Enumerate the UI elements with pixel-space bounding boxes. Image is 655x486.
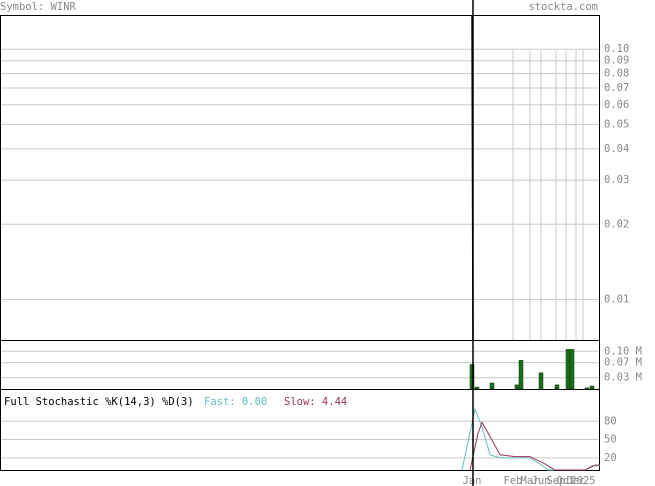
legend-slow: Slow: 4.44 [284,396,347,408]
y-tick-label: 0.10 [604,43,629,55]
volume-bar [474,386,480,390]
symbol: Symbol: WINR [0,1,77,13]
x-tick-label: Sep [547,475,566,486]
y-tick-label: 80 [604,415,617,427]
x-tick-label: Feb [504,475,523,486]
y-tick-label: 20 [604,452,617,464]
y-tick-label: 0.06 [604,99,629,111]
x-tick-label: Jan [463,475,482,486]
volume-bar [518,360,524,390]
y-tick-label: 0.01 [604,294,629,306]
x-tick-label: Oct [557,475,576,486]
volume-bar [569,349,575,390]
site: stockta.com [528,1,598,13]
volume-bar [554,384,560,390]
volume-bar [584,387,590,390]
legend-fast: Fast: 0.00 [204,396,267,408]
volume-bar [538,372,544,390]
volume-bar [514,384,520,390]
panel-border [0,15,600,341]
x-tick-label: Mar [521,475,540,486]
volume-bar [589,385,595,390]
y-tick-label: 0.03 [604,174,629,186]
panel-border [0,389,600,471]
y-tick-label: 0.07 [604,82,629,94]
y-tick-label: 0.07 M [604,357,642,369]
y-tick-label: 0.05 [604,119,629,131]
y-tick-label: 0.08 [604,68,629,80]
series-line [469,421,600,471]
x-tick-label: Jun [532,475,551,486]
x-tick-label: 2025 [570,475,595,486]
panel-border [0,340,600,390]
stochastic-title: Full Stochastic %K(14,3) %D(3) [4,396,194,408]
y-tick-label: 0.10 M [604,345,642,357]
y-tick-label: 0.09 [604,55,629,67]
y-tick-label: 0.03 M [604,372,642,384]
y-tick-label: 50 [604,434,617,446]
x-tick-label: Dec [567,475,586,486]
volume-bar [489,382,495,390]
y-tick-label: 0.04 [604,143,629,155]
volume-bar [565,349,571,390]
y-tick-label: 0.02 [604,218,629,230]
